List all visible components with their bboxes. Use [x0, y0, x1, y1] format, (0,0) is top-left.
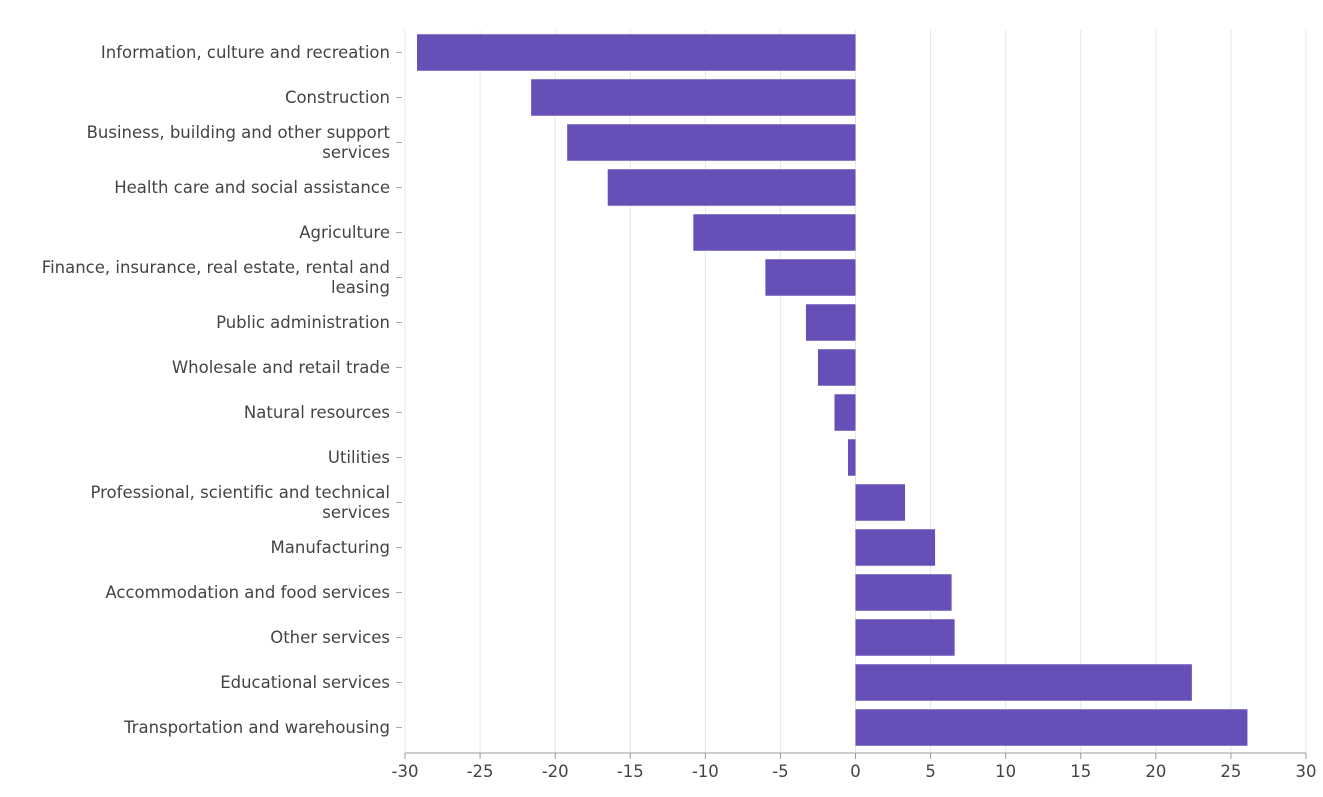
category-label-line: Professional, scientific and technical — [90, 483, 390, 502]
category-label-line: Utilities — [328, 448, 390, 467]
bars — [417, 34, 1248, 746]
category-label-line: Health care and social assistance — [114, 178, 390, 197]
bar — [855, 484, 906, 521]
category-label: Transportation and warehousing — [123, 718, 390, 737]
bar — [693, 214, 856, 251]
bar — [855, 709, 1248, 746]
x-tick-label: -30 — [392, 762, 419, 781]
category-label-line: Public administration — [216, 313, 390, 332]
bar — [531, 79, 856, 116]
bar — [847, 439, 856, 476]
category-label-line: services — [322, 143, 390, 162]
category-label: Construction — [285, 88, 390, 107]
x-tick-label: 0 — [850, 762, 861, 781]
bar — [855, 664, 1192, 701]
bar — [855, 574, 952, 611]
x-tick-label: 30 — [1296, 762, 1317, 781]
bar — [607, 169, 856, 206]
x-tick-label: 10 — [995, 762, 1016, 781]
x-tick-label: 25 — [1220, 762, 1241, 781]
x-tick-label: -15 — [617, 762, 644, 781]
x-tick-label: -5 — [772, 762, 788, 781]
category-label-line: Wholesale and retail trade — [172, 358, 390, 377]
category-label-line: Business, building and other support — [87, 123, 391, 142]
bar — [817, 349, 856, 386]
x-tick-label: -25 — [467, 762, 494, 781]
category-label: Information, culture and recreation — [101, 43, 390, 62]
category-label: Public administration — [216, 313, 390, 332]
category-label-line: leasing — [331, 278, 390, 297]
category-label: Agriculture — [299, 223, 390, 242]
category-label: Finance, insurance, real estate, rental … — [42, 258, 390, 297]
category-label-line: Construction — [285, 88, 390, 107]
bar — [417, 34, 856, 71]
category-labels: Information, culture and recreation Const… — [42, 43, 391, 737]
category-label: Manufacturing — [271, 538, 390, 557]
category-label-line: services — [322, 503, 390, 522]
category-label: Health care and social assistance — [114, 178, 390, 197]
category-label-line: Information, culture and recreation — [101, 43, 390, 62]
category-label-line: Agriculture — [299, 223, 390, 242]
category-label: Natural resources — [244, 403, 390, 422]
x-tick-label: 5 — [925, 762, 936, 781]
category-label: Educational services — [220, 673, 390, 692]
x-tick-label: 20 — [1145, 762, 1166, 781]
category-label-line: Manufacturing — [271, 538, 390, 557]
category-label-line: Transportation and warehousing — [123, 718, 390, 737]
bar — [765, 259, 856, 296]
category-label: Business, building and other support serv… — [87, 123, 391, 162]
category-label: Accommodation and food services — [105, 583, 390, 602]
x-tick-label: -20 — [542, 762, 569, 781]
category-label: Utilities — [328, 448, 390, 467]
category-label-line: Other services — [270, 628, 390, 647]
x-tick-label: 15 — [1070, 762, 1091, 781]
bar — [855, 529, 936, 566]
x-tick-labels: -30 -25 -20 -15 -10 -5 0 5 10 15 20 25 30 — [392, 762, 1317, 781]
x-tick-label: -10 — [692, 762, 719, 781]
category-label: Wholesale and retail trade — [172, 358, 390, 377]
category-label: Professional, scientific and technical se… — [90, 483, 390, 522]
category-label-line: Finance, insurance, real estate, rental … — [42, 258, 390, 277]
category-label-line: Natural resources — [244, 403, 390, 422]
category-label-line: Educational services — [220, 673, 390, 692]
axes — [396, 52, 1307, 759]
bar — [567, 124, 856, 161]
bar — [855, 619, 955, 656]
category-label: Other services — [270, 628, 390, 647]
bar — [834, 394, 856, 431]
bar — [805, 304, 856, 341]
category-label-line: Accommodation and food services — [105, 583, 390, 602]
